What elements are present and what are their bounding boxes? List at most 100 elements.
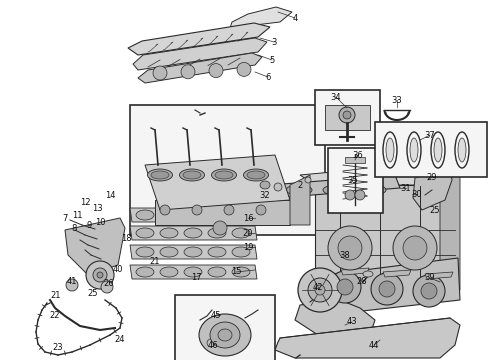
- Ellipse shape: [360, 185, 386, 195]
- Circle shape: [393, 226, 437, 270]
- Polygon shape: [65, 218, 125, 275]
- Text: 21: 21: [51, 291, 61, 300]
- Ellipse shape: [160, 267, 178, 277]
- Ellipse shape: [208, 247, 226, 257]
- Ellipse shape: [184, 267, 202, 277]
- Circle shape: [97, 272, 103, 278]
- Polygon shape: [130, 245, 257, 259]
- Ellipse shape: [232, 267, 250, 277]
- Circle shape: [153, 66, 167, 80]
- Ellipse shape: [249, 185, 275, 195]
- Polygon shape: [230, 7, 292, 28]
- Text: 4: 4: [293, 14, 297, 23]
- Circle shape: [209, 64, 223, 78]
- Polygon shape: [295, 300, 375, 340]
- Circle shape: [298, 268, 342, 312]
- Polygon shape: [138, 53, 262, 83]
- Circle shape: [328, 226, 372, 270]
- Polygon shape: [325, 258, 460, 315]
- Ellipse shape: [136, 267, 154, 277]
- Text: 18: 18: [121, 234, 131, 243]
- Text: 11: 11: [72, 211, 82, 220]
- Text: 7: 7: [62, 213, 68, 222]
- Bar: [315, 90, 380, 145]
- Bar: [375, 122, 487, 177]
- Ellipse shape: [244, 169, 269, 181]
- Polygon shape: [275, 318, 460, 358]
- Polygon shape: [413, 168, 452, 210]
- Circle shape: [345, 190, 355, 200]
- Text: 6: 6: [265, 72, 270, 81]
- Polygon shape: [383, 270, 411, 277]
- Circle shape: [329, 271, 361, 303]
- Ellipse shape: [160, 247, 178, 257]
- Circle shape: [181, 65, 195, 79]
- Text: 12: 12: [80, 198, 90, 207]
- Circle shape: [403, 236, 427, 260]
- Text: 23: 23: [53, 343, 63, 352]
- Polygon shape: [245, 175, 400, 200]
- Ellipse shape: [215, 171, 233, 179]
- Polygon shape: [130, 265, 257, 279]
- Polygon shape: [341, 268, 369, 275]
- Text: 46: 46: [208, 342, 219, 351]
- Text: 28: 28: [357, 278, 368, 287]
- Text: 30: 30: [412, 189, 422, 198]
- Circle shape: [93, 268, 107, 282]
- Circle shape: [421, 283, 437, 299]
- Ellipse shape: [232, 247, 250, 257]
- Text: 19: 19: [243, 243, 253, 252]
- Circle shape: [274, 183, 282, 191]
- Text: 44: 44: [369, 341, 379, 350]
- Circle shape: [371, 273, 403, 305]
- Ellipse shape: [363, 271, 373, 277]
- Polygon shape: [425, 272, 453, 279]
- Polygon shape: [130, 208, 257, 222]
- Text: 39: 39: [425, 274, 435, 283]
- Ellipse shape: [212, 169, 237, 181]
- Circle shape: [224, 205, 234, 215]
- Ellipse shape: [434, 138, 442, 162]
- Text: 3: 3: [271, 37, 277, 46]
- Text: 20: 20: [243, 229, 253, 238]
- Polygon shape: [290, 175, 310, 225]
- Circle shape: [350, 245, 358, 253]
- Circle shape: [192, 205, 202, 215]
- Ellipse shape: [184, 228, 202, 238]
- Text: 21: 21: [150, 257, 160, 266]
- Text: 8: 8: [72, 224, 77, 233]
- Circle shape: [160, 205, 170, 215]
- Text: 41: 41: [67, 278, 77, 287]
- Ellipse shape: [136, 210, 154, 220]
- Ellipse shape: [247, 171, 265, 179]
- Text: 45: 45: [211, 310, 221, 320]
- Ellipse shape: [136, 228, 154, 238]
- Text: 29: 29: [427, 172, 437, 181]
- Text: 40: 40: [113, 266, 123, 274]
- Circle shape: [355, 190, 365, 200]
- Text: 33: 33: [392, 95, 402, 104]
- Circle shape: [305, 177, 311, 183]
- Text: 34: 34: [331, 93, 342, 102]
- Ellipse shape: [147, 169, 172, 181]
- Circle shape: [308, 278, 332, 302]
- Ellipse shape: [218, 329, 232, 341]
- Circle shape: [86, 261, 114, 289]
- Ellipse shape: [160, 228, 178, 238]
- Text: 25: 25: [88, 289, 98, 298]
- Ellipse shape: [323, 185, 349, 195]
- Polygon shape: [300, 162, 455, 185]
- Circle shape: [66, 279, 78, 291]
- Ellipse shape: [184, 247, 202, 257]
- Text: 13: 13: [92, 203, 102, 212]
- Ellipse shape: [136, 247, 154, 257]
- Polygon shape: [440, 162, 460, 290]
- Text: 2: 2: [297, 180, 303, 189]
- Circle shape: [256, 205, 266, 215]
- Ellipse shape: [386, 138, 394, 162]
- Polygon shape: [128, 23, 270, 55]
- Ellipse shape: [286, 185, 312, 195]
- Polygon shape: [325, 105, 370, 130]
- Text: 31: 31: [401, 184, 411, 193]
- Circle shape: [337, 279, 353, 295]
